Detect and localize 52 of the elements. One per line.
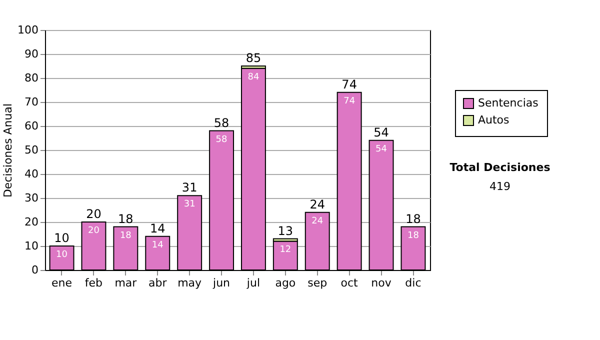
- y-tick-label: 30: [24, 192, 38, 204]
- total-label: 13: [278, 224, 294, 238]
- data-label: 10: [56, 250, 68, 260]
- y-tick-label: 80: [24, 72, 38, 84]
- y-tick-label: 50: [24, 144, 38, 156]
- x-tick-label: mar: [114, 276, 138, 290]
- total-label: 18: [118, 212, 134, 226]
- x-tick-label: ago: [275, 276, 296, 290]
- data-label: 18: [408, 230, 420, 241]
- x-tick-label: abr: [148, 276, 168, 290]
- data-label: 54: [376, 144, 388, 154]
- legend-label: Sentencias: [478, 96, 539, 110]
- data-label: 84: [248, 72, 260, 82]
- total-label: 18: [406, 212, 421, 226]
- y-tick-label: 70: [24, 96, 38, 108]
- total-label: 54: [374, 125, 389, 140]
- data-label: 12: [280, 245, 292, 256]
- data-label: 24: [312, 216, 324, 226]
- x-tick-label: feb: [84, 276, 103, 290]
- y-tick-label: 10: [24, 240, 38, 252]
- data-label: 20: [88, 226, 100, 236]
- data-label: 31: [184, 200, 196, 210]
- x-tick-label: jun: [212, 276, 230, 290]
- y-tick-label: 40: [24, 168, 38, 180]
- x-tick-label: dic: [405, 276, 422, 290]
- x-tick-label: ene: [52, 276, 72, 290]
- y-tick-label: 100: [18, 24, 38, 36]
- x-tick-label: sep: [308, 276, 328, 290]
- y-tick-label: 90: [24, 48, 38, 60]
- data-label: 14: [152, 240, 164, 250]
- data-label: 18: [120, 230, 132, 241]
- y-tick-label: 60: [24, 120, 38, 132]
- y-tick-label: 20: [24, 216, 38, 228]
- x-tick-label: jul: [246, 276, 260, 290]
- data-label: 58: [216, 134, 228, 145]
- y-axis-title: Decisiones Anual: [2, 103, 15, 198]
- data-label: 74: [344, 96, 356, 106]
- total-label: 10: [54, 231, 70, 245]
- total-label: 58: [214, 116, 230, 130]
- total-label: 20: [86, 207, 102, 221]
- text: Total Decisiones: [450, 161, 551, 174]
- total-label: 74: [342, 77, 357, 92]
- total-label: 31: [182, 180, 198, 195]
- total-label: 14: [150, 221, 166, 236]
- legend-label: Autos: [478, 114, 510, 126]
- x-tick-label: oct: [340, 276, 359, 290]
- x-tick-label: nov: [371, 276, 392, 290]
- total-label: 24: [310, 197, 326, 212]
- x-tick-label: may: [178, 276, 202, 290]
- total-label: 85: [246, 51, 262, 65]
- text: 419: [490, 180, 510, 193]
- y-tick-label: 0: [32, 264, 38, 276]
